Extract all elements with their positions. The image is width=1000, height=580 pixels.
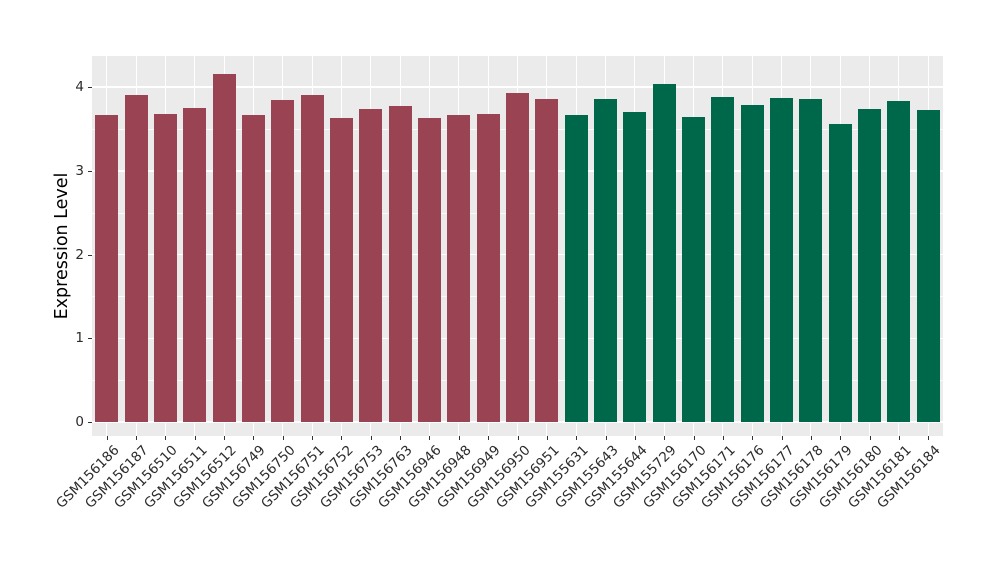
bar-GSM156763 xyxy=(388,106,412,422)
bar-GSM156949 xyxy=(476,113,500,422)
bar-GSM156510 xyxy=(153,113,177,422)
x-tick-mark xyxy=(928,436,930,440)
x-tick-mark xyxy=(458,436,460,440)
x-tick-mark xyxy=(341,436,343,440)
plot-panel xyxy=(92,56,943,436)
x-tick-mark xyxy=(898,436,900,440)
bar-GSM156187 xyxy=(124,95,148,422)
y-tick-mark xyxy=(88,422,92,423)
x-tick-mark xyxy=(370,436,372,440)
gridline-major xyxy=(92,86,943,88)
x-tick-mark xyxy=(517,436,519,440)
x-tick-mark xyxy=(722,436,724,440)
bar-GSM156179 xyxy=(828,123,852,422)
gridline-major xyxy=(92,421,943,423)
bar-GSM155644 xyxy=(623,112,647,422)
x-tick-mark xyxy=(165,436,167,440)
x-tick-mark xyxy=(282,436,284,440)
bar-GSM156170 xyxy=(682,117,706,422)
y-tick-mark xyxy=(88,338,92,340)
bar-GSM156753 xyxy=(359,108,383,422)
x-tick-mark xyxy=(634,436,636,440)
bar-GSM156186 xyxy=(95,114,119,422)
bar-GSM156752 xyxy=(329,117,353,422)
x-tick-mark xyxy=(781,436,783,440)
x-tick-mark xyxy=(752,436,754,440)
x-tick-mark xyxy=(312,436,314,440)
x-tick-mark xyxy=(810,436,812,440)
y-tick-label: 4 xyxy=(75,79,84,95)
bar-GSM156511 xyxy=(183,107,207,422)
y-tick-label: 1 xyxy=(75,330,84,347)
x-tick-mark xyxy=(576,436,578,440)
y-tick-mark xyxy=(88,170,92,172)
y-tick-label: 3 xyxy=(75,162,84,179)
y-tick-mark xyxy=(88,254,92,256)
bar-GSM155631 xyxy=(564,114,588,422)
bar-GSM156750 xyxy=(271,100,295,422)
x-tick-mark xyxy=(488,436,490,440)
y-tick-label: 2 xyxy=(75,246,84,263)
bar-GSM156948 xyxy=(447,114,471,422)
bar-GSM156751 xyxy=(300,94,324,422)
x-tick-mark xyxy=(136,436,138,440)
x-tick-mark xyxy=(194,436,196,440)
x-tick-mark xyxy=(840,436,842,440)
bar-GSM156171 xyxy=(711,97,735,422)
y-tick-label: 0 xyxy=(75,414,84,430)
x-tick-mark xyxy=(605,436,607,440)
bar-GSM155729 xyxy=(652,83,676,422)
bar-GSM156749 xyxy=(241,115,265,422)
bar-GSM156176 xyxy=(740,104,764,422)
x-tick-mark xyxy=(546,436,548,440)
x-tick-mark xyxy=(106,436,108,440)
x-tick-mark xyxy=(224,436,226,440)
bar-GSM156946 xyxy=(417,117,441,422)
bar-GSM156950 xyxy=(506,92,529,422)
x-tick-mark xyxy=(869,436,871,440)
y-tick-mark xyxy=(88,87,92,88)
x-tick-mark xyxy=(664,436,666,440)
bar-GSM156177 xyxy=(770,97,794,422)
bar-GSM156180 xyxy=(858,108,882,422)
bar-GSM156181 xyxy=(887,101,911,422)
bar-GSM156951 xyxy=(535,98,559,422)
x-tick-mark xyxy=(429,436,431,440)
x-tick-mark xyxy=(400,436,402,440)
bar-GSM155643 xyxy=(594,98,618,422)
x-tick-mark xyxy=(253,436,255,440)
x-tick-mark xyxy=(693,436,695,440)
bar-GSM156512 xyxy=(212,74,236,422)
bar-GSM156184 xyxy=(916,110,940,422)
bar-GSM156178 xyxy=(799,98,823,422)
